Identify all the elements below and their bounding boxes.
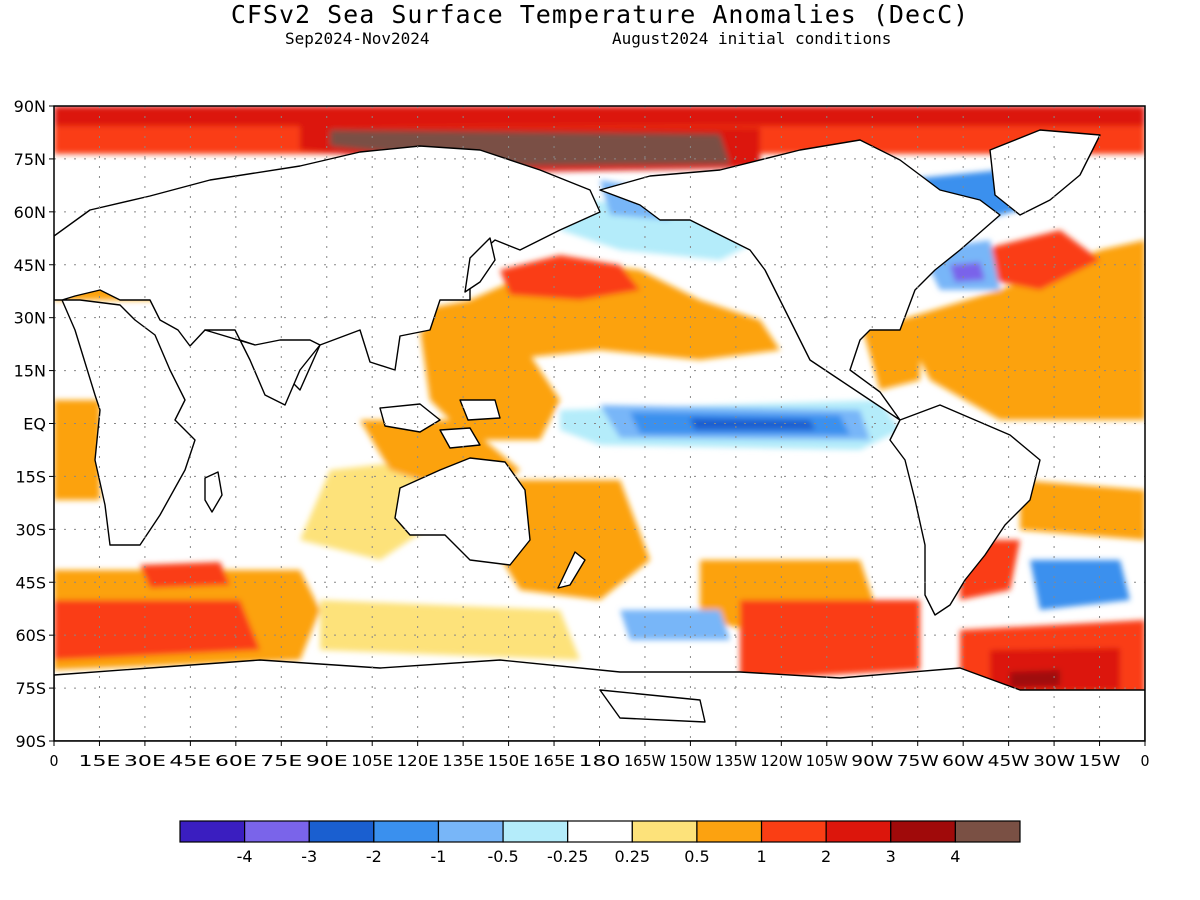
colorbar-swatch (696, 820, 763, 843)
longitude-label: 105E (351, 752, 393, 770)
colorbar-label: 2 (821, 847, 831, 866)
colorbar-label: -0.5 (487, 847, 518, 866)
colorbar-label: 1 (756, 847, 766, 866)
latitude-label: 90N (14, 97, 46, 116)
longitude-label: 75E (260, 752, 302, 770)
longitude-label: 30E (124, 752, 166, 770)
latitude-label: EQ (23, 415, 46, 434)
forecast-period: Sep2024-Nov2024 (285, 29, 430, 48)
longitude-label: 15E (78, 752, 120, 770)
latitude-labels: 90N 75N 60N 45N 30N 15N EQ 15S 30S 45S 60S 75S 90S (14, 97, 54, 751)
longitude-label: 165W (624, 752, 666, 770)
latitude-label: 60S (15, 626, 46, 645)
colorbar-labels: -4 -3 -2 -1 -0.5 -0.25 0.25 0.5 1 2 3 4 (237, 847, 961, 866)
longitude-label: 135E (442, 752, 484, 770)
colorbar-swatch (825, 820, 892, 843)
longitude-label: 150E (488, 752, 530, 770)
colorbar-label: -4 (237, 847, 253, 866)
latitude-label: 90S (15, 732, 46, 751)
land-masses (54, 129, 1145, 741)
colorbar-label: 4 (950, 847, 960, 866)
longitude-label: 75W (897, 752, 939, 770)
initial-conditions: August2024 initial conditions (612, 29, 892, 48)
colorbar-label: 0.5 (684, 847, 709, 866)
longitude-label: 60E (215, 752, 257, 770)
colorbar-swatch (308, 820, 375, 843)
colorbar-swatch (954, 820, 1021, 843)
chart-title: CFSv2 Sea Surface Temperature Anomalies … (230, 0, 970, 29)
longitude-label: 135W (715, 752, 757, 770)
colorbar-swatch (373, 820, 440, 843)
longitude-label: 60W (942, 752, 984, 770)
colorbar-label: -2 (366, 847, 382, 866)
colorbar-label: -0.25 (547, 847, 588, 866)
colorbar-label: -1 (430, 847, 446, 866)
latitude-label: 30S (15, 520, 46, 539)
longitude-label: 0 (1141, 752, 1150, 770)
longitude-label: 165E (533, 752, 575, 770)
longitude-label: 150W (669, 752, 711, 770)
longitude-label: 180 (579, 752, 621, 770)
longitude-label: 90E (306, 752, 348, 770)
latitude-label: 75N (14, 150, 46, 169)
colorbar-swatch (244, 820, 310, 843)
colorbar-label: -3 (301, 847, 317, 866)
longitude-label: 45W (988, 752, 1030, 770)
lat-lon-grid (54, 106, 1145, 741)
latitude-label: 15S (15, 467, 46, 486)
colorbar-label: 0.25 (614, 847, 650, 866)
longitude-label: 15W (1079, 752, 1121, 770)
latitude-label: 30N (14, 309, 46, 328)
longitude-label: 0 (50, 752, 59, 770)
colorbar-swatch (502, 820, 569, 843)
longitude-label: 45E (169, 752, 211, 770)
longitude-label: 105W (806, 752, 848, 770)
colorbar-swatch (631, 820, 698, 843)
longitude-label: 120W (760, 752, 802, 770)
latitude-label: 75S (15, 679, 46, 698)
colorbar-swatch (890, 820, 956, 843)
longitude-label: 90W (851, 752, 893, 770)
longitude-label: 30W (1033, 752, 1075, 770)
colorbar (179, 820, 1021, 843)
longitude-label: 120E (397, 752, 439, 770)
latitude-label: 15N (14, 362, 46, 381)
colorbar-label: 3 (886, 847, 896, 866)
latitude-label: 60N (14, 203, 46, 222)
colorbar-swatch (179, 820, 246, 843)
latitude-label: 45N (14, 256, 46, 275)
colorbar-swatch (437, 820, 504, 843)
anomaly-field (54, 106, 1145, 741)
longitude-labels: 0 15E 30E 45E 60E 75E 90E 105E 120E 135E 150E 165E 1… (50, 741, 1150, 770)
colorbar-swatch (567, 820, 633, 843)
colorbar-swatch (760, 820, 827, 843)
latitude-label: 45S (15, 573, 46, 592)
